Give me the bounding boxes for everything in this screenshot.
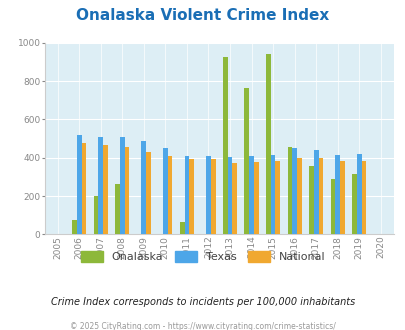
Bar (119, 137, 124, 234)
Text: Crime Index corresponds to incidents per 100,000 inhabitants: Crime Index corresponds to incidents per… (51, 297, 354, 307)
Bar (361, 161, 366, 234)
Bar (244, 88, 249, 234)
Bar (162, 148, 167, 234)
Bar (232, 163, 237, 234)
Bar (265, 54, 270, 234)
Bar (270, 155, 275, 234)
Bar (330, 179, 335, 234)
Bar (335, 155, 339, 234)
Bar (167, 156, 172, 234)
Bar (210, 159, 215, 234)
Bar (77, 135, 81, 234)
Bar (356, 154, 361, 234)
Bar (287, 147, 292, 234)
Bar (249, 156, 253, 234)
Bar (98, 137, 103, 234)
Legend: Onalaska, Texas, National: Onalaska, Texas, National (76, 247, 329, 267)
Bar (184, 156, 189, 234)
Bar (141, 141, 146, 234)
Bar (275, 161, 279, 234)
Bar (253, 162, 258, 234)
Bar (81, 144, 86, 234)
Text: Onalaska Violent Crime Index: Onalaska Violent Crime Index (76, 8, 329, 23)
Bar (222, 57, 227, 234)
Bar (318, 158, 322, 234)
Bar (146, 152, 151, 234)
Bar (308, 166, 313, 234)
Bar (94, 196, 98, 234)
Bar (179, 222, 184, 234)
Bar (339, 161, 344, 234)
Bar (124, 147, 129, 234)
Bar (292, 148, 296, 234)
Bar (189, 159, 194, 234)
Bar (227, 157, 232, 234)
Bar (115, 183, 119, 234)
Text: © 2025 CityRating.com - https://www.cityrating.com/crime-statistics/: © 2025 CityRating.com - https://www.city… (70, 322, 335, 330)
Bar (103, 145, 108, 234)
Bar (72, 220, 77, 234)
Bar (206, 156, 210, 234)
Bar (352, 174, 356, 234)
Bar (296, 158, 301, 234)
Bar (313, 150, 318, 234)
